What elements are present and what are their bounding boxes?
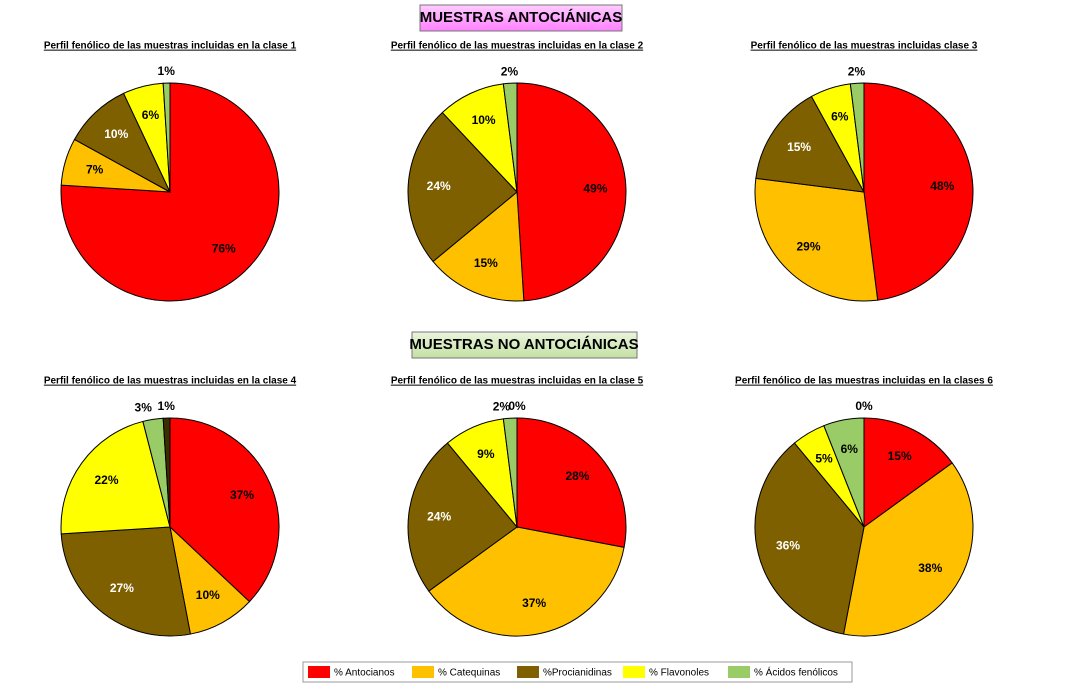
data-label: 24% <box>427 509 451 523</box>
legend-label: % Ácidos fenólicos <box>754 666 838 679</box>
data-label: 10% <box>196 588 220 602</box>
section-title: MUESTRAS NO ANTOCIÁNICAS <box>409 336 638 353</box>
pie-slice <box>755 95 865 193</box>
data-label: 1% <box>158 64 176 78</box>
pie-slice <box>162 417 171 528</box>
pie-slice <box>428 526 625 637</box>
data-label: 3% <box>135 401 153 415</box>
pie-slice <box>863 82 974 301</box>
pie-slice <box>842 462 974 637</box>
data-label: 1% <box>158 399 176 413</box>
data-label: 0% <box>508 399 526 413</box>
pie-slice <box>407 442 518 592</box>
legend-box <box>302 661 853 683</box>
legend-swatch <box>728 666 750 678</box>
data-label: 7% <box>86 162 104 176</box>
legend-swatch <box>308 666 330 678</box>
data-label: 2% <box>501 64 519 78</box>
data-label: 9% <box>477 447 495 461</box>
data-label: 15% <box>787 140 811 154</box>
data-label: 36% <box>776 539 800 553</box>
data-label: 29% <box>796 240 820 254</box>
data-label: 38% <box>918 561 942 575</box>
legend-swatch <box>517 666 539 678</box>
chart-title: Perfil fenólico de las muestras incluida… <box>44 41 297 52</box>
legend-label: % Catequinas <box>438 668 500 679</box>
pie-slice <box>754 177 879 302</box>
data-label: 27% <box>110 581 134 595</box>
data-label: 22% <box>94 473 118 487</box>
legend-swatch <box>412 666 434 678</box>
pie-slice <box>754 442 865 635</box>
legend-label: % Antocianos <box>334 668 395 679</box>
data-label: 28% <box>565 469 589 483</box>
data-label: 10% <box>104 127 128 141</box>
data-label: 15% <box>474 256 498 270</box>
pie-slice <box>432 190 525 302</box>
legend-swatch <box>623 666 645 678</box>
data-label: 10% <box>472 113 496 127</box>
data-label: 49% <box>583 182 607 196</box>
chart-title: Perfil fenólico de las muestras incluida… <box>751 41 978 52</box>
data-label: 76% <box>212 241 236 255</box>
pie-slice <box>516 417 627 549</box>
pie-slice <box>502 82 518 193</box>
data-label: 37% <box>230 488 254 502</box>
legend-label: % Flavonoles <box>649 668 709 679</box>
pie-slice <box>60 420 171 535</box>
chart-title: Perfil fenólico de las muestras incluida… <box>391 41 644 52</box>
pie-slice <box>863 417 953 528</box>
chart-title: Perfil fenólico de las muestras incluida… <box>44 376 297 387</box>
pie-slice <box>60 82 280 302</box>
data-label: 5% <box>815 452 833 466</box>
data-label: 37% <box>522 596 546 610</box>
data-label: 24% <box>427 179 451 193</box>
pie-slice <box>60 526 192 637</box>
data-label: 6% <box>841 442 859 456</box>
section-box <box>419 4 623 32</box>
data-label: 6% <box>831 110 849 124</box>
pie-slice <box>162 82 171 193</box>
data-label: 2% <box>493 399 511 413</box>
chart-title: Perfil fenólico de las muestras incluida… <box>391 376 644 387</box>
data-label: 6% <box>142 108 160 122</box>
pie-slice <box>849 82 865 193</box>
chart-title: Perfil fenólico de las muestras incluida… <box>735 376 993 387</box>
pie-slice <box>169 417 280 603</box>
data-label: 15% <box>888 449 912 463</box>
section-title: MUESTRAS ANTOCIÁNICAS <box>420 9 623 26</box>
pie-slice <box>516 82 627 302</box>
data-label: 2% <box>848 64 866 78</box>
data-label: 0% <box>855 399 873 413</box>
data-label: 48% <box>930 179 954 193</box>
section-box <box>411 331 638 359</box>
legend-label: %Procianidinas <box>543 668 612 679</box>
pie-slice <box>407 111 518 263</box>
